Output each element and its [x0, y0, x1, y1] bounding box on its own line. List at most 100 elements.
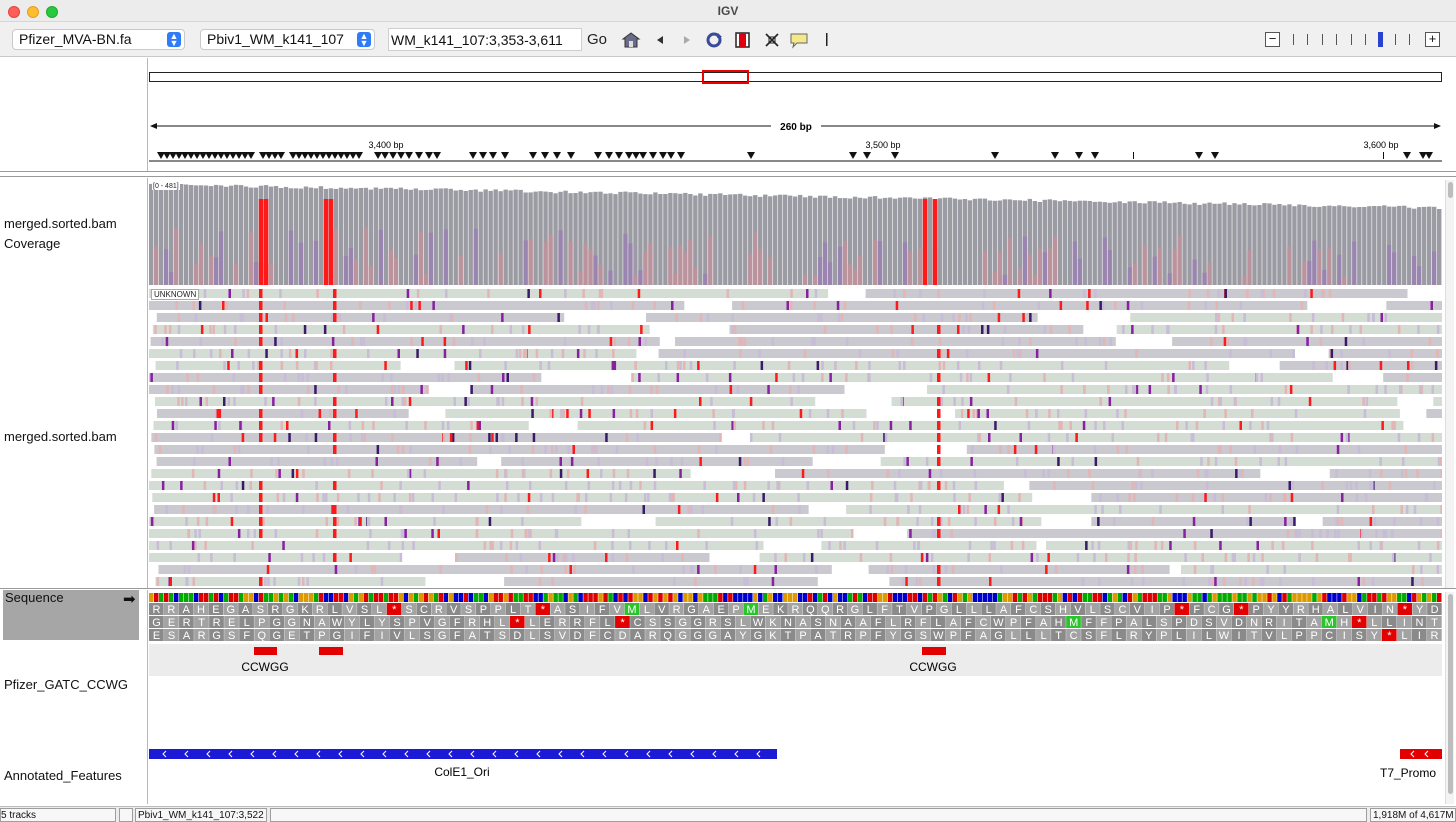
read-mismatch [401, 541, 405, 550]
feature-panel-scrollbar[interactable] [1445, 592, 1454, 804]
roi-icon[interactable] [733, 31, 753, 49]
read-mismatch [932, 565, 935, 574]
zoom-tick[interactable] [1307, 34, 1308, 45]
ruler[interactable]: 260 bp 3,400 bp 3,500 bp 3,600 bp [149, 108, 1442, 170]
resize-icon[interactable] [762, 31, 782, 49]
read-mismatch [185, 397, 188, 406]
amino-acid-letter: L [364, 617, 370, 629]
scrollbar-thumb[interactable] [1448, 182, 1453, 198]
status-memory[interactable]: 1,918M of 4,617M [1370, 808, 1456, 822]
annotation-feature-t7[interactable] [1400, 749, 1442, 759]
coverage-bar [1337, 205, 1342, 285]
read-mismatch [582, 289, 585, 298]
strand-arrow-icon[interactable]: ➡ [123, 591, 136, 608]
read-mismatch [1027, 421, 1031, 430]
gatc-feature[interactable] [319, 647, 343, 655]
zoom-tick[interactable] [1351, 34, 1352, 45]
read-mismatch [574, 505, 577, 514]
panel-divider[interactable] [0, 588, 1456, 589]
base-color [1027, 593, 1033, 602]
chromosome-select[interactable]: Pbiv1_WM_k141_107 ▲ ▼ [200, 29, 375, 50]
read-mismatch [1218, 445, 1222, 454]
coverage-mismatch [1432, 251, 1437, 285]
amino-acid-letter: P [1160, 630, 1167, 642]
coverage-track-name[interactable]: merged.sorted.bam Coverage [4, 216, 117, 251]
read-mismatch [731, 325, 735, 334]
strand-chevron-icon [272, 750, 277, 758]
amino-acid-letter: Q [806, 604, 815, 616]
scrollbar-thumb[interactable] [1448, 594, 1453, 794]
go-button[interactable]: Go [587, 31, 608, 48]
read-mismatch [495, 469, 499, 478]
gatc-feature[interactable] [254, 647, 277, 655]
read-mismatch [520, 385, 523, 394]
sequence-track-name[interactable]: Sequence ➡ [3, 590, 139, 640]
read-mismatch [1259, 577, 1263, 586]
panel-divider[interactable] [0, 171, 1456, 172]
coverage-bar [573, 193, 578, 285]
home-icon[interactable] [621, 31, 641, 49]
amino-acid-letter: P [408, 617, 415, 629]
base-color [1082, 593, 1088, 602]
read-mismatch [1184, 553, 1187, 562]
amino-acid-cell [660, 616, 675, 628]
zoom-widget[interactable]: − + [1262, 30, 1444, 50]
refresh-icon[interactable] [704, 31, 724, 49]
alignment-read [927, 385, 1442, 394]
zoom-tick[interactable] [1322, 34, 1323, 45]
amino-acid-letter: K [301, 604, 309, 616]
amino-acid-cell [945, 616, 961, 628]
data-panel-scrollbar[interactable] [1445, 180, 1454, 588]
zoom-out-button[interactable]: − [1265, 32, 1280, 47]
close-window-button[interactable] [8, 6, 20, 18]
read-mismatch [1075, 433, 1078, 442]
alignment-track-name[interactable]: merged.sorted.bam [4, 429, 117, 444]
base-color [857, 593, 863, 602]
zoom-tick[interactable] [1395, 34, 1396, 45]
back-icon[interactable] [650, 31, 670, 49]
coverage-mismatch [348, 248, 354, 285]
annotation-feature-cole1[interactable] [149, 749, 777, 759]
read-mismatch [1083, 385, 1086, 394]
minimize-window-button[interactable] [27, 6, 39, 18]
alignment-track[interactable] [149, 287, 1442, 587]
read-mismatch [564, 553, 568, 562]
zoom-in-button[interactable]: + [1425, 32, 1440, 47]
gatc-track-name[interactable]: Pfizer_GATC_CCWG [4, 677, 128, 692]
restriction-site-marker [863, 152, 871, 159]
amino-acid-letter: R [198, 630, 206, 642]
base-color [428, 593, 434, 602]
zoom-tick[interactable] [1409, 34, 1410, 45]
coverage-bar [508, 190, 513, 285]
amino-acid-cell [765, 629, 781, 641]
locus-input[interactable]: WM_k141_107:3,353-3,611 [388, 28, 582, 51]
popup-text-icon[interactable] [789, 31, 809, 49]
read-mismatch [1097, 517, 1100, 526]
read-mismatch [539, 493, 543, 502]
current-region-box[interactable] [702, 70, 749, 84]
zoom-level-indicator[interactable] [1378, 32, 1383, 47]
forward-icon[interactable] [677, 31, 697, 49]
coverage-bar [987, 200, 993, 285]
amino-acid-cell [163, 603, 179, 615]
maximize-window-button[interactable] [46, 6, 58, 18]
amino-acid-cell [915, 629, 931, 641]
zoom-tick[interactable] [1365, 34, 1366, 45]
read-mismatch [264, 577, 267, 586]
chromosome-ideogram[interactable] [149, 72, 1442, 82]
coverage-mismatch [678, 245, 683, 285]
gatc-feature[interactable] [922, 647, 946, 655]
genome-select[interactable]: Pfizer_MVA-BN.fa ▲ ▼ [12, 29, 185, 50]
read-mismatch [784, 553, 787, 562]
amino-acid-letter: G [212, 630, 221, 642]
panel-divider[interactable] [0, 176, 1456, 177]
zoom-tick[interactable] [1293, 34, 1294, 45]
coverage-track[interactable] [149, 181, 1442, 286]
feature-track-area[interactable]: R R A H E G A S R G K R L V S L * S C R V S P P L T * A S I F V M L V R G A E P… [149, 590, 1442, 804]
annotation-track-name[interactable]: Annotated_Features [4, 768, 122, 783]
read-mismatch [939, 469, 943, 478]
read-mismatch [249, 481, 252, 490]
zoom-tick[interactable] [1336, 34, 1337, 45]
amino-acid-letter: I [1283, 617, 1286, 629]
coverage-mismatch [288, 230, 294, 285]
